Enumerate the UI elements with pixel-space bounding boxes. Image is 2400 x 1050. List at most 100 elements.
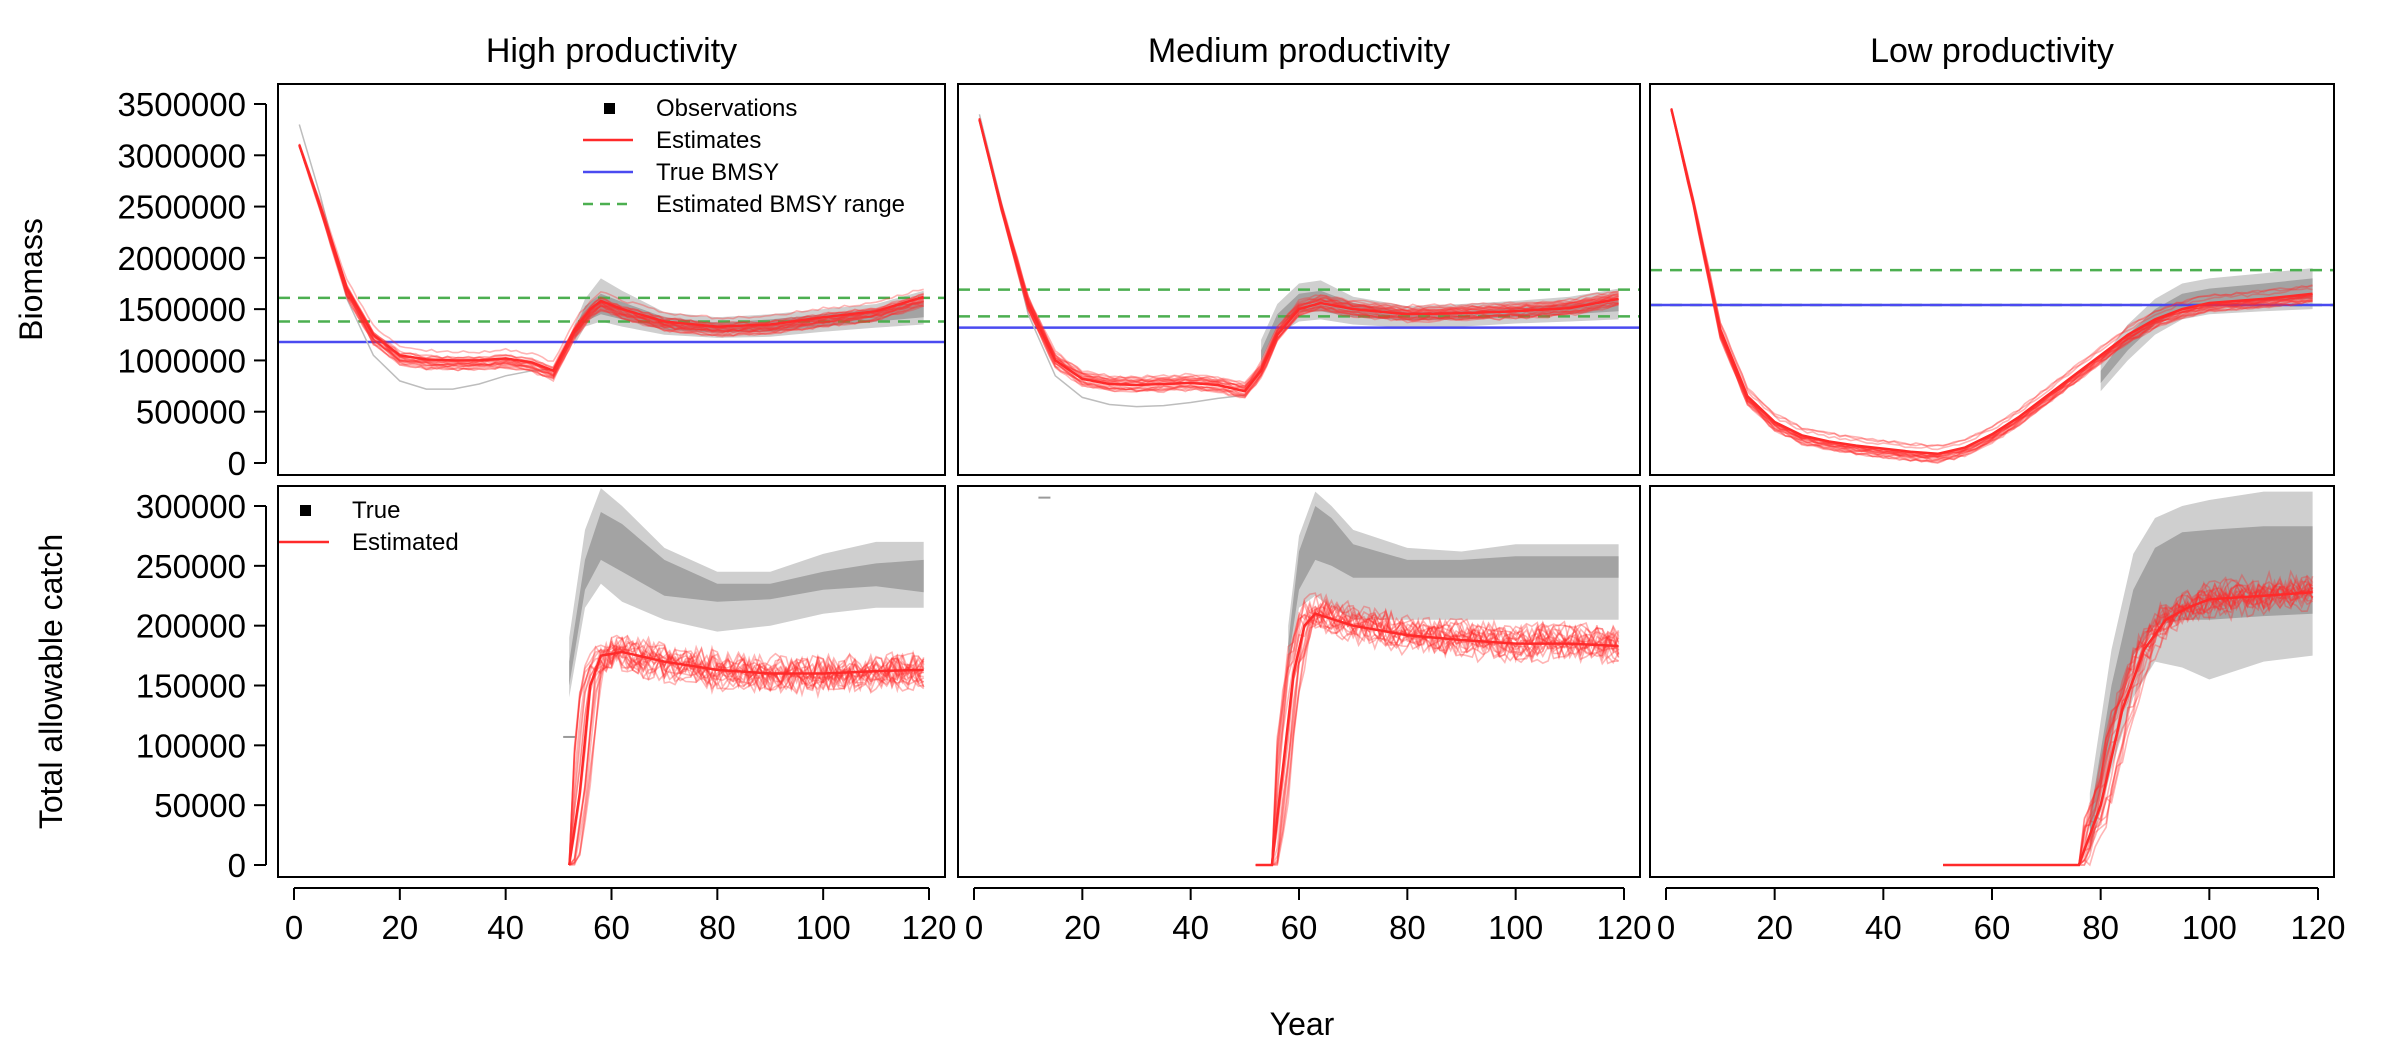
estimate-run-11-r0c0 — [298, 146, 925, 374]
legend-0-2-label: True BMSY — [656, 159, 779, 186]
band-outer-r1c1 — [1288, 491, 1619, 674]
estimate-run-0-r0c2 — [1670, 110, 2313, 458]
estimate-run-0-r0c0 — [298, 145, 924, 377]
x-tick-label-0-80: 80 — [699, 909, 736, 946]
y-tick-label-0-3: 1500000 — [118, 291, 246, 328]
x-tick-label-2-120: 120 — [2290, 909, 2345, 946]
x-tick-label-1-40: 40 — [1172, 909, 1209, 946]
estimate-run-7-r1c0 — [568, 634, 924, 866]
estimate-run-17-r0c1 — [978, 117, 1619, 384]
estimate-run-15-r1c1 — [1255, 605, 1620, 866]
legend-0-0-key — [604, 103, 615, 114]
x-tick-label-2-100: 100 — [2182, 909, 2237, 946]
estimate-run-19-r0c2 — [1670, 108, 2313, 451]
estimate-run-3-r0c1 — [978, 118, 1619, 397]
band-inner-r1c1 — [1288, 506, 1619, 662]
estimate-run-16-r1c1 — [1255, 598, 1620, 866]
x-tick-label-2-60: 60 — [1974, 909, 2011, 946]
estimate-run-8-r0c2 — [1670, 108, 2313, 457]
estimate-mean-r1c1 — [1255, 612, 1619, 867]
estimate-run-9-r0c0 — [298, 145, 924, 377]
estimate-run-7-r0c2 — [1670, 109, 2313, 462]
y-tick-label-1-2: 100000 — [136, 727, 246, 764]
estimate-run-6-r1c0 — [568, 644, 925, 866]
uncertainty-bands — [569, 268, 2313, 853]
estimate-run-14-r0c1 — [978, 118, 1619, 391]
estimate-mean-r0c2 — [1670, 108, 2313, 456]
y-tick-label-1-1: 50000 — [154, 787, 246, 824]
estimate-run-13-r0c2 — [1670, 109, 2313, 463]
y-tick-label-1-0: 0 — [228, 847, 246, 884]
estimate-run-17-r0c0 — [298, 144, 924, 380]
x-tick-label-1-80: 80 — [1389, 909, 1426, 946]
panel-frames — [277, 83, 2335, 878]
estimate-run-10-r0c0 — [298, 145, 924, 379]
estimate-run-9-r1c0 — [568, 645, 925, 866]
y-tick-label-1-6: 300000 — [136, 488, 246, 525]
estimate-run-5-r1c0 — [568, 646, 925, 866]
estimate-run-6-r0c1 — [978, 120, 1619, 398]
y-tick-label-1-5: 250000 — [136, 548, 246, 585]
estimate-run-1-r1c1 — [1255, 598, 1619, 866]
estimate-run-0-r0c1 — [978, 118, 1619, 396]
estimate-run-8-r0c1 — [978, 119, 1619, 392]
x-tick-label-2-20: 20 — [1756, 909, 1793, 946]
y-tick-label-0-5: 2500000 — [118, 189, 246, 226]
estimate-run-6-r0c0 — [298, 145, 925, 378]
estimate-run-3-r0c2 — [1670, 108, 2313, 460]
estimate-run-15-r0c1 — [978, 119, 1619, 388]
estimate-run-12-r1c1 — [1255, 610, 1620, 866]
estimate-run-14-r0c0 — [298, 143, 924, 362]
estimate-run-2-r1c0 — [568, 638, 925, 866]
estimate-run-4-r1c1 — [1255, 602, 1620, 866]
column-title-1: Medium productivity — [1148, 32, 1450, 70]
estimate-run-3-r0c0 — [298, 144, 924, 378]
legend-1-1-label: Estimated — [352, 529, 459, 556]
estimate-run-14-r0c2 — [1670, 110, 2313, 462]
estimate-run-19-r1c0 — [568, 636, 924, 866]
estimate-run-17-r1c0 — [568, 643, 924, 866]
estimate-run-13-r1c1 — [1255, 605, 1619, 866]
estimate-run-13-r0c0 — [298, 145, 924, 371]
estimate-run-1-r0c2 — [1670, 109, 2313, 459]
x-tick-label-1-60: 60 — [1281, 909, 1318, 946]
panel-frame-r1c2 — [1649, 485, 2335, 878]
estimate-run-2-r1c1 — [1255, 599, 1620, 866]
estimate-run-2-r0c2 — [1670, 109, 2313, 458]
panel-frame-r0c0 — [277, 83, 946, 476]
estimate-run-3-r1c1 — [1255, 593, 1620, 866]
x-tick-label-0-40: 40 — [487, 909, 524, 946]
y-tick-label-1-3: 150000 — [136, 668, 246, 705]
estimate-run-16-r1c0 — [568, 638, 925, 866]
estimate-run-14-r1c0 — [568, 649, 925, 866]
estimate-mean-r1c2 — [1943, 590, 2313, 867]
panel-frame-r1c0 — [277, 485, 946, 878]
estimate-mean-r0c1 — [978, 119, 1619, 393]
estimate-run-2-r0c1 — [978, 117, 1619, 385]
estimate-run-12-r0c0 — [298, 143, 925, 375]
estimate-run-15-r0c2 — [1670, 108, 2313, 460]
estimate-run-10-r0c1 — [978, 118, 1619, 389]
y-tick-label-1-4: 200000 — [136, 608, 246, 645]
estimate-mean-r0c0 — [298, 144, 925, 373]
axes: High productivity Medium productivity Low … — [13, 32, 2346, 946]
x-tick-label-1-100: 100 — [1488, 909, 1543, 946]
estimate-run-9-r0c2 — [1670, 108, 2313, 461]
estimate-run-19-r1c1 — [1255, 592, 1620, 866]
estimate-run-5-r0c1 — [978, 118, 1619, 391]
estimate-run-13-r1c0 — [568, 645, 924, 866]
estimate-run-11-r1c1 — [1255, 606, 1620, 866]
x-tick-label-0-0: 0 — [285, 909, 303, 946]
y-tick-label-0-6: 3000000 — [118, 137, 246, 174]
x-tick-label-0-120: 120 — [901, 909, 956, 946]
estimate-run-1-r0c1 — [978, 119, 1619, 395]
x-tick-label-1-20: 20 — [1064, 909, 1101, 946]
estimate-run-12-r0c1 — [978, 118, 1619, 389]
panel-frame-r0c1 — [957, 83, 1641, 476]
estimate-run-7-r0c0 — [298, 144, 925, 380]
band-inner-r1c2 — [2089, 526, 2313, 842]
legend-1-0-label: True — [352, 497, 400, 524]
estimate-run-19-r0c0 — [298, 145, 924, 369]
estimate-run-4-r0c2 — [1670, 109, 2313, 464]
estimate-run-12-r1c0 — [568, 652, 925, 866]
